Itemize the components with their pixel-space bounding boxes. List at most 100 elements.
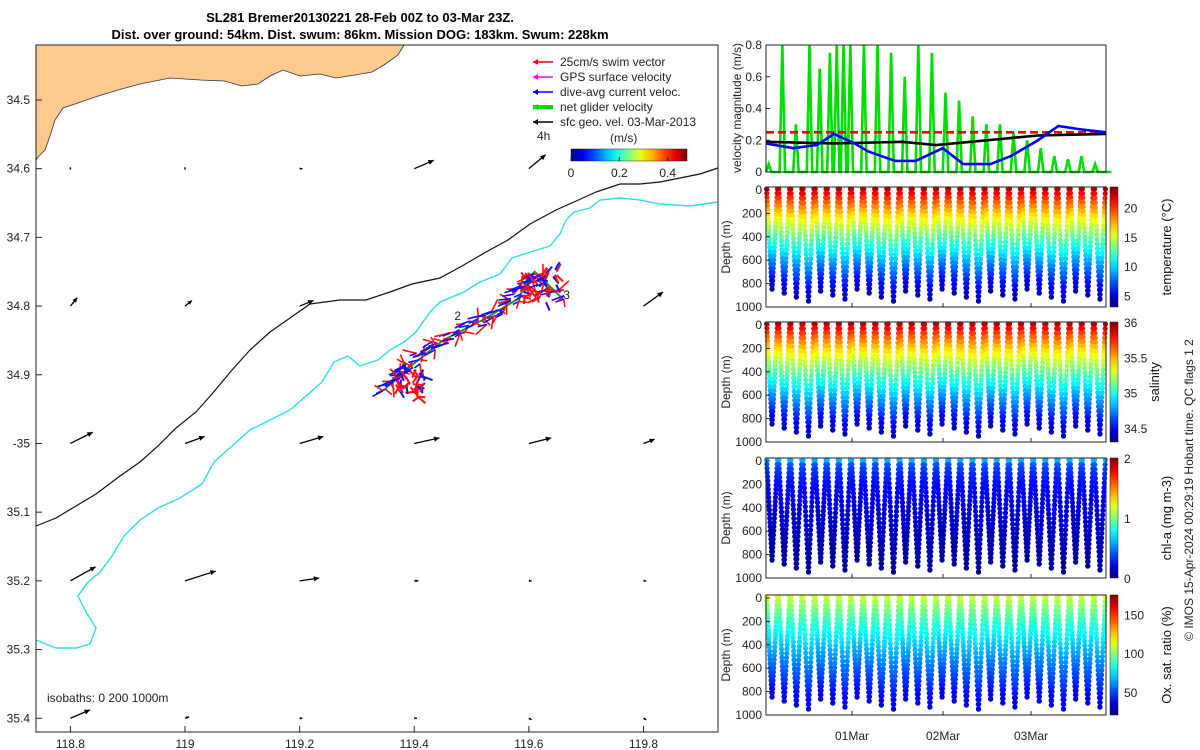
profile-sample — [947, 212, 953, 218]
profile-sample — [767, 379, 773, 385]
profile-sample — [1080, 334, 1086, 340]
geo-vector-head — [415, 579, 419, 583]
profile-sample — [1093, 484, 1099, 491]
profile-sample — [1057, 372, 1064, 378]
profile-sample — [997, 510, 1003, 516]
geo-vector-head — [433, 436, 440, 442]
profile-sample — [894, 223, 900, 229]
profile-sample — [974, 410, 980, 416]
profile-sample — [1089, 488, 1095, 494]
depth-tick-label: 200 — [742, 206, 762, 220]
profile-sample — [840, 385, 846, 391]
depth-tick-label: 1000 — [735, 300, 762, 314]
profile-sample — [1087, 519, 1093, 525]
profile-sample — [934, 203, 941, 209]
profile-sample — [914, 545, 920, 551]
profile-sample — [942, 236, 948, 242]
profile-sample — [974, 405, 980, 411]
profile-sample — [1045, 231, 1051, 237]
profile-sample — [1093, 358, 1099, 364]
profile-sample — [1010, 403, 1017, 410]
profile-sample — [1055, 466, 1062, 472]
profile-sample — [793, 551, 799, 558]
profile-sample — [1084, 274, 1090, 280]
profile-sample — [942, 371, 948, 377]
profile-sample — [1083, 532, 1089, 538]
profile-sample — [1028, 215, 1034, 221]
track-cluster-vector — [523, 287, 533, 292]
profile-sample — [812, 325, 819, 331]
profile-sample — [938, 269, 944, 275]
profile-sample — [779, 386, 785, 392]
profile-sample — [802, 627, 808, 633]
profile-sample — [978, 522, 984, 528]
profile-sample — [773, 219, 779, 225]
profile-sample — [914, 418, 920, 424]
profile-sample — [947, 338, 953, 344]
profile-sample — [1077, 211, 1083, 218]
profile-sample — [925, 399, 931, 405]
profile-sample — [990, 250, 996, 256]
profile-sample — [856, 388, 862, 394]
profile-sample — [809, 368, 815, 374]
profile-sample — [815, 233, 821, 239]
profile-sample — [1051, 515, 1057, 522]
profile-sample — [790, 493, 796, 499]
profile-sample — [826, 492, 832, 498]
profile-sample — [817, 284, 824, 290]
profile-sample — [999, 558, 1006, 565]
profile-sample — [1047, 542, 1053, 549]
profile-sample — [1089, 217, 1095, 223]
profile-sample — [841, 282, 847, 288]
swim-vector — [458, 329, 464, 341]
profile-sample — [979, 358, 985, 364]
profile-sample — [973, 518, 979, 524]
profile-sample — [1002, 383, 1008, 389]
profile-sample — [938, 404, 944, 410]
profile-sample — [801, 608, 807, 614]
profile-sample — [984, 216, 990, 222]
profile-sample — [912, 383, 919, 389]
profile-sample — [797, 213, 804, 219]
profile-sample — [1047, 262, 1053, 269]
profile-sample — [771, 383, 777, 390]
profile-sample — [903, 423, 909, 429]
profile-sample — [804, 536, 810, 542]
profile-sample — [825, 466, 831, 472]
profile-sample — [826, 361, 832, 367]
profile-sample — [1081, 492, 1087, 498]
profile-sample — [805, 293, 811, 299]
profile-sample — [965, 388, 972, 395]
colorbar-tick-label: 15 — [1124, 231, 1138, 245]
profile-sample — [841, 278, 847, 284]
profile-sample — [963, 565, 969, 571]
profile-sample — [1052, 488, 1058, 495]
profile-sample — [1082, 248, 1089, 254]
profile-sample — [1008, 484, 1014, 491]
profile-sample — [1064, 504, 1070, 510]
profile-sample — [809, 627, 815, 633]
profile-sample — [962, 262, 968, 269]
profile-sample — [785, 225, 791, 231]
profile-sample — [797, 497, 803, 504]
profile-sample — [777, 208, 783, 214]
profile-sample — [893, 386, 899, 392]
track-cluster-vector — [417, 396, 427, 404]
profile-sample — [825, 479, 832, 485]
profile-sample — [792, 397, 798, 404]
profile-sample — [1093, 218, 1099, 224]
profile-sample — [967, 217, 973, 224]
profile-sample — [1010, 259, 1016, 265]
profile-sample — [1072, 275, 1078, 281]
profile-sample — [1043, 330, 1049, 336]
profile-sample — [829, 541, 835, 547]
profile-sample — [1031, 195, 1037, 201]
profile-sample — [776, 325, 782, 331]
profile-sample — [809, 233, 815, 239]
profile-sample — [965, 253, 972, 260]
profile-sample — [1036, 286, 1042, 292]
current-vector — [450, 331, 461, 337]
profile-sample — [765, 215, 771, 221]
profile-sample — [1068, 211, 1075, 218]
